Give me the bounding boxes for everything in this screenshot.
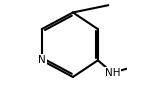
Text: N: N: [38, 55, 46, 65]
Text: NH: NH: [105, 68, 120, 78]
